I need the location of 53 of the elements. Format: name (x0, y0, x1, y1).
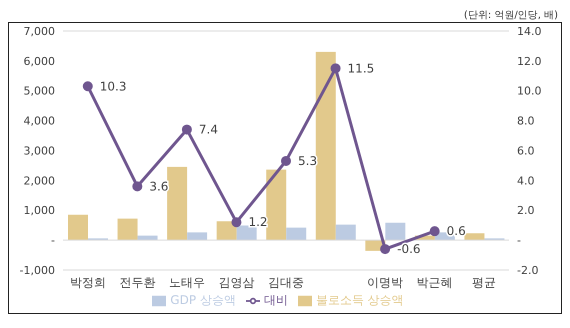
bar (385, 222, 406, 240)
bar (266, 170, 286, 240)
point (182, 124, 192, 135)
y2-tick-label: 14.0 (517, 24, 542, 38)
y-tick-label: 7,000 (24, 24, 55, 38)
data-label: 10.3 (100, 79, 126, 94)
point (330, 63, 341, 74)
bar (336, 224, 356, 240)
bar (187, 232, 208, 240)
data-label: 1.2 (248, 215, 268, 230)
x-tick-label: 전두환 (119, 276, 156, 290)
text: (단위: 억원/인당, 배) (464, 10, 558, 21)
y-tick-label: - (51, 234, 56, 248)
point (380, 244, 390, 254)
x-tick-label: 박정희 (70, 276, 106, 290)
y-tick-label: -1,000 (20, 264, 55, 277)
y2-tick-label: 8.0 (517, 114, 534, 128)
y-tick-label: 3,000 (24, 144, 55, 158)
y2-tick-label: 12.0 (517, 54, 542, 68)
point (82, 81, 93, 92)
x-tick-label: 노태우 (168, 276, 205, 290)
y-tick-label: 6,000 (24, 54, 55, 68)
point (281, 156, 291, 166)
point (430, 226, 440, 236)
y-tick-label: 5,000 (24, 84, 55, 98)
y2-tick-label: -2.0 (517, 264, 538, 277)
y2-tick-label: - (517, 234, 521, 248)
data-label: 11.5 (348, 61, 374, 76)
y-tick-label: 4,000 (24, 114, 55, 128)
bar (316, 52, 336, 240)
x-tick-label: 평균 (472, 276, 496, 290)
data-label: 0.6 (446, 224, 466, 238)
legend-label: 불로소득 상승액 (316, 293, 404, 307)
bar (167, 166, 188, 240)
bar (286, 228, 306, 240)
y-tick-label: 1,000 (24, 204, 55, 218)
legend-label: 대비 (264, 293, 288, 307)
point (132, 181, 142, 192)
bar (68, 214, 88, 240)
data-label: 7.4 (198, 122, 218, 137)
bar (118, 218, 138, 240)
y2-tick-label: 4.0 (517, 174, 534, 188)
point (231, 217, 242, 228)
y2-tick-label: 10.0 (517, 84, 542, 98)
y2-tick-label: 6.0 (517, 144, 534, 158)
x-tick-label: 박근혜 (416, 276, 453, 290)
x-tick-label: 이명박 (367, 276, 404, 290)
x-tick-label: 김영삼 (218, 276, 254, 290)
x-tick-label: 김대중 (268, 276, 304, 290)
data-label: -0.6 (397, 242, 421, 256)
y-tick-label: 2,000 (24, 174, 55, 188)
y2-tick-label: 2.0 (517, 204, 534, 218)
legend-label: GDP 상승액 (170, 293, 236, 307)
